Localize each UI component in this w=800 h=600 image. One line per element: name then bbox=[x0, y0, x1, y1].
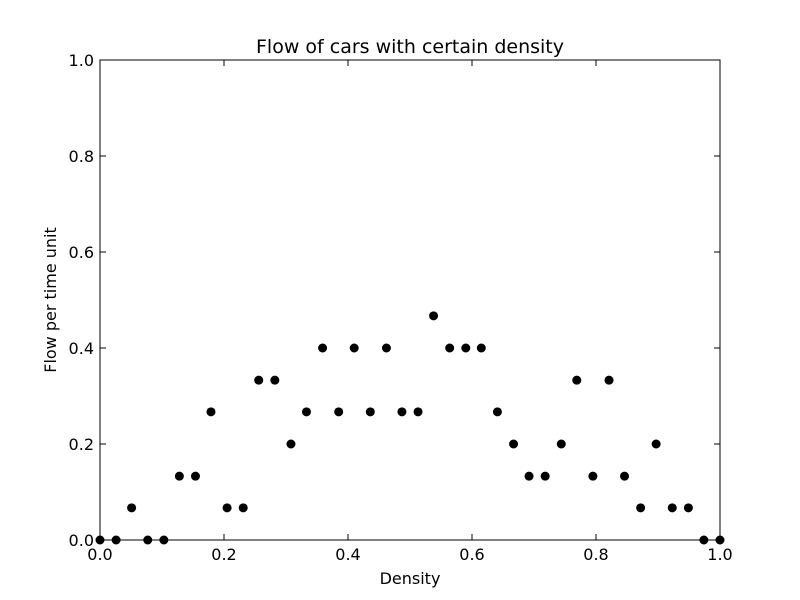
y-axis-label: Flow per time unit bbox=[41, 227, 60, 373]
data-point-31 bbox=[588, 471, 598, 481]
data-point-9 bbox=[238, 503, 248, 513]
data-point-33 bbox=[620, 471, 630, 481]
data-point-2 bbox=[127, 503, 137, 513]
data-point-11 bbox=[270, 375, 280, 385]
data-point-7 bbox=[206, 407, 216, 417]
x-tick-label-1: 0.2 bbox=[211, 545, 236, 564]
data-point-35 bbox=[651, 439, 661, 449]
data-point-16 bbox=[349, 343, 359, 353]
y-tick-label-3: 0.6 bbox=[69, 243, 94, 262]
x-tick-label-2: 0.4 bbox=[335, 545, 360, 564]
x-tick-label-0: 0.0 bbox=[87, 545, 112, 564]
data-point-26 bbox=[509, 439, 519, 449]
x-tick-label-5: 1.0 bbox=[707, 545, 732, 564]
chart-title: Flow of cars with certain density bbox=[256, 36, 564, 58]
data-point-30 bbox=[572, 375, 582, 385]
y-tick-label-0: 0.0 bbox=[69, 531, 94, 550]
data-point-22 bbox=[445, 343, 455, 353]
data-point-5 bbox=[174, 471, 184, 481]
x-axis: 0.0 0.2 0.4 0.6 0.8 1.0 bbox=[87, 60, 733, 564]
x-axis-label: Density bbox=[380, 569, 441, 588]
data-point-21 bbox=[429, 311, 439, 321]
data-points bbox=[95, 311, 725, 545]
data-point-15 bbox=[334, 407, 344, 417]
y-tick-label-5: 1.0 bbox=[69, 51, 94, 70]
data-point-34 bbox=[636, 503, 646, 513]
y-axis: 0.0 0.2 0.4 0.6 0.8 1.0 bbox=[69, 51, 720, 550]
y-tick-label-2: 0.4 bbox=[69, 339, 94, 358]
data-point-13 bbox=[301, 407, 311, 417]
data-point-36 bbox=[667, 503, 677, 513]
data-point-25 bbox=[492, 407, 502, 417]
data-point-17 bbox=[365, 407, 375, 417]
data-point-18 bbox=[381, 343, 391, 353]
data-point-28 bbox=[540, 471, 550, 481]
data-point-10 bbox=[254, 375, 264, 385]
data-point-19 bbox=[397, 407, 407, 417]
data-point-29 bbox=[556, 439, 566, 449]
y-tick-label-1: 0.2 bbox=[69, 435, 94, 454]
data-point-37 bbox=[683, 503, 693, 513]
data-point-20 bbox=[413, 407, 423, 417]
data-point-14 bbox=[318, 343, 328, 353]
data-point-32 bbox=[604, 375, 614, 385]
data-point-23 bbox=[461, 343, 471, 353]
y-tick-label-4: 0.8 bbox=[69, 147, 94, 166]
data-point-27 bbox=[524, 471, 534, 481]
data-point-12 bbox=[286, 439, 296, 449]
x-tick-label-4: 0.8 bbox=[583, 545, 608, 564]
data-point-6 bbox=[190, 471, 200, 481]
data-point-8 bbox=[222, 503, 232, 513]
plot-frame bbox=[99, 59, 721, 541]
data-point-24 bbox=[476, 343, 486, 353]
x-tick-label-3: 0.6 bbox=[459, 545, 484, 564]
